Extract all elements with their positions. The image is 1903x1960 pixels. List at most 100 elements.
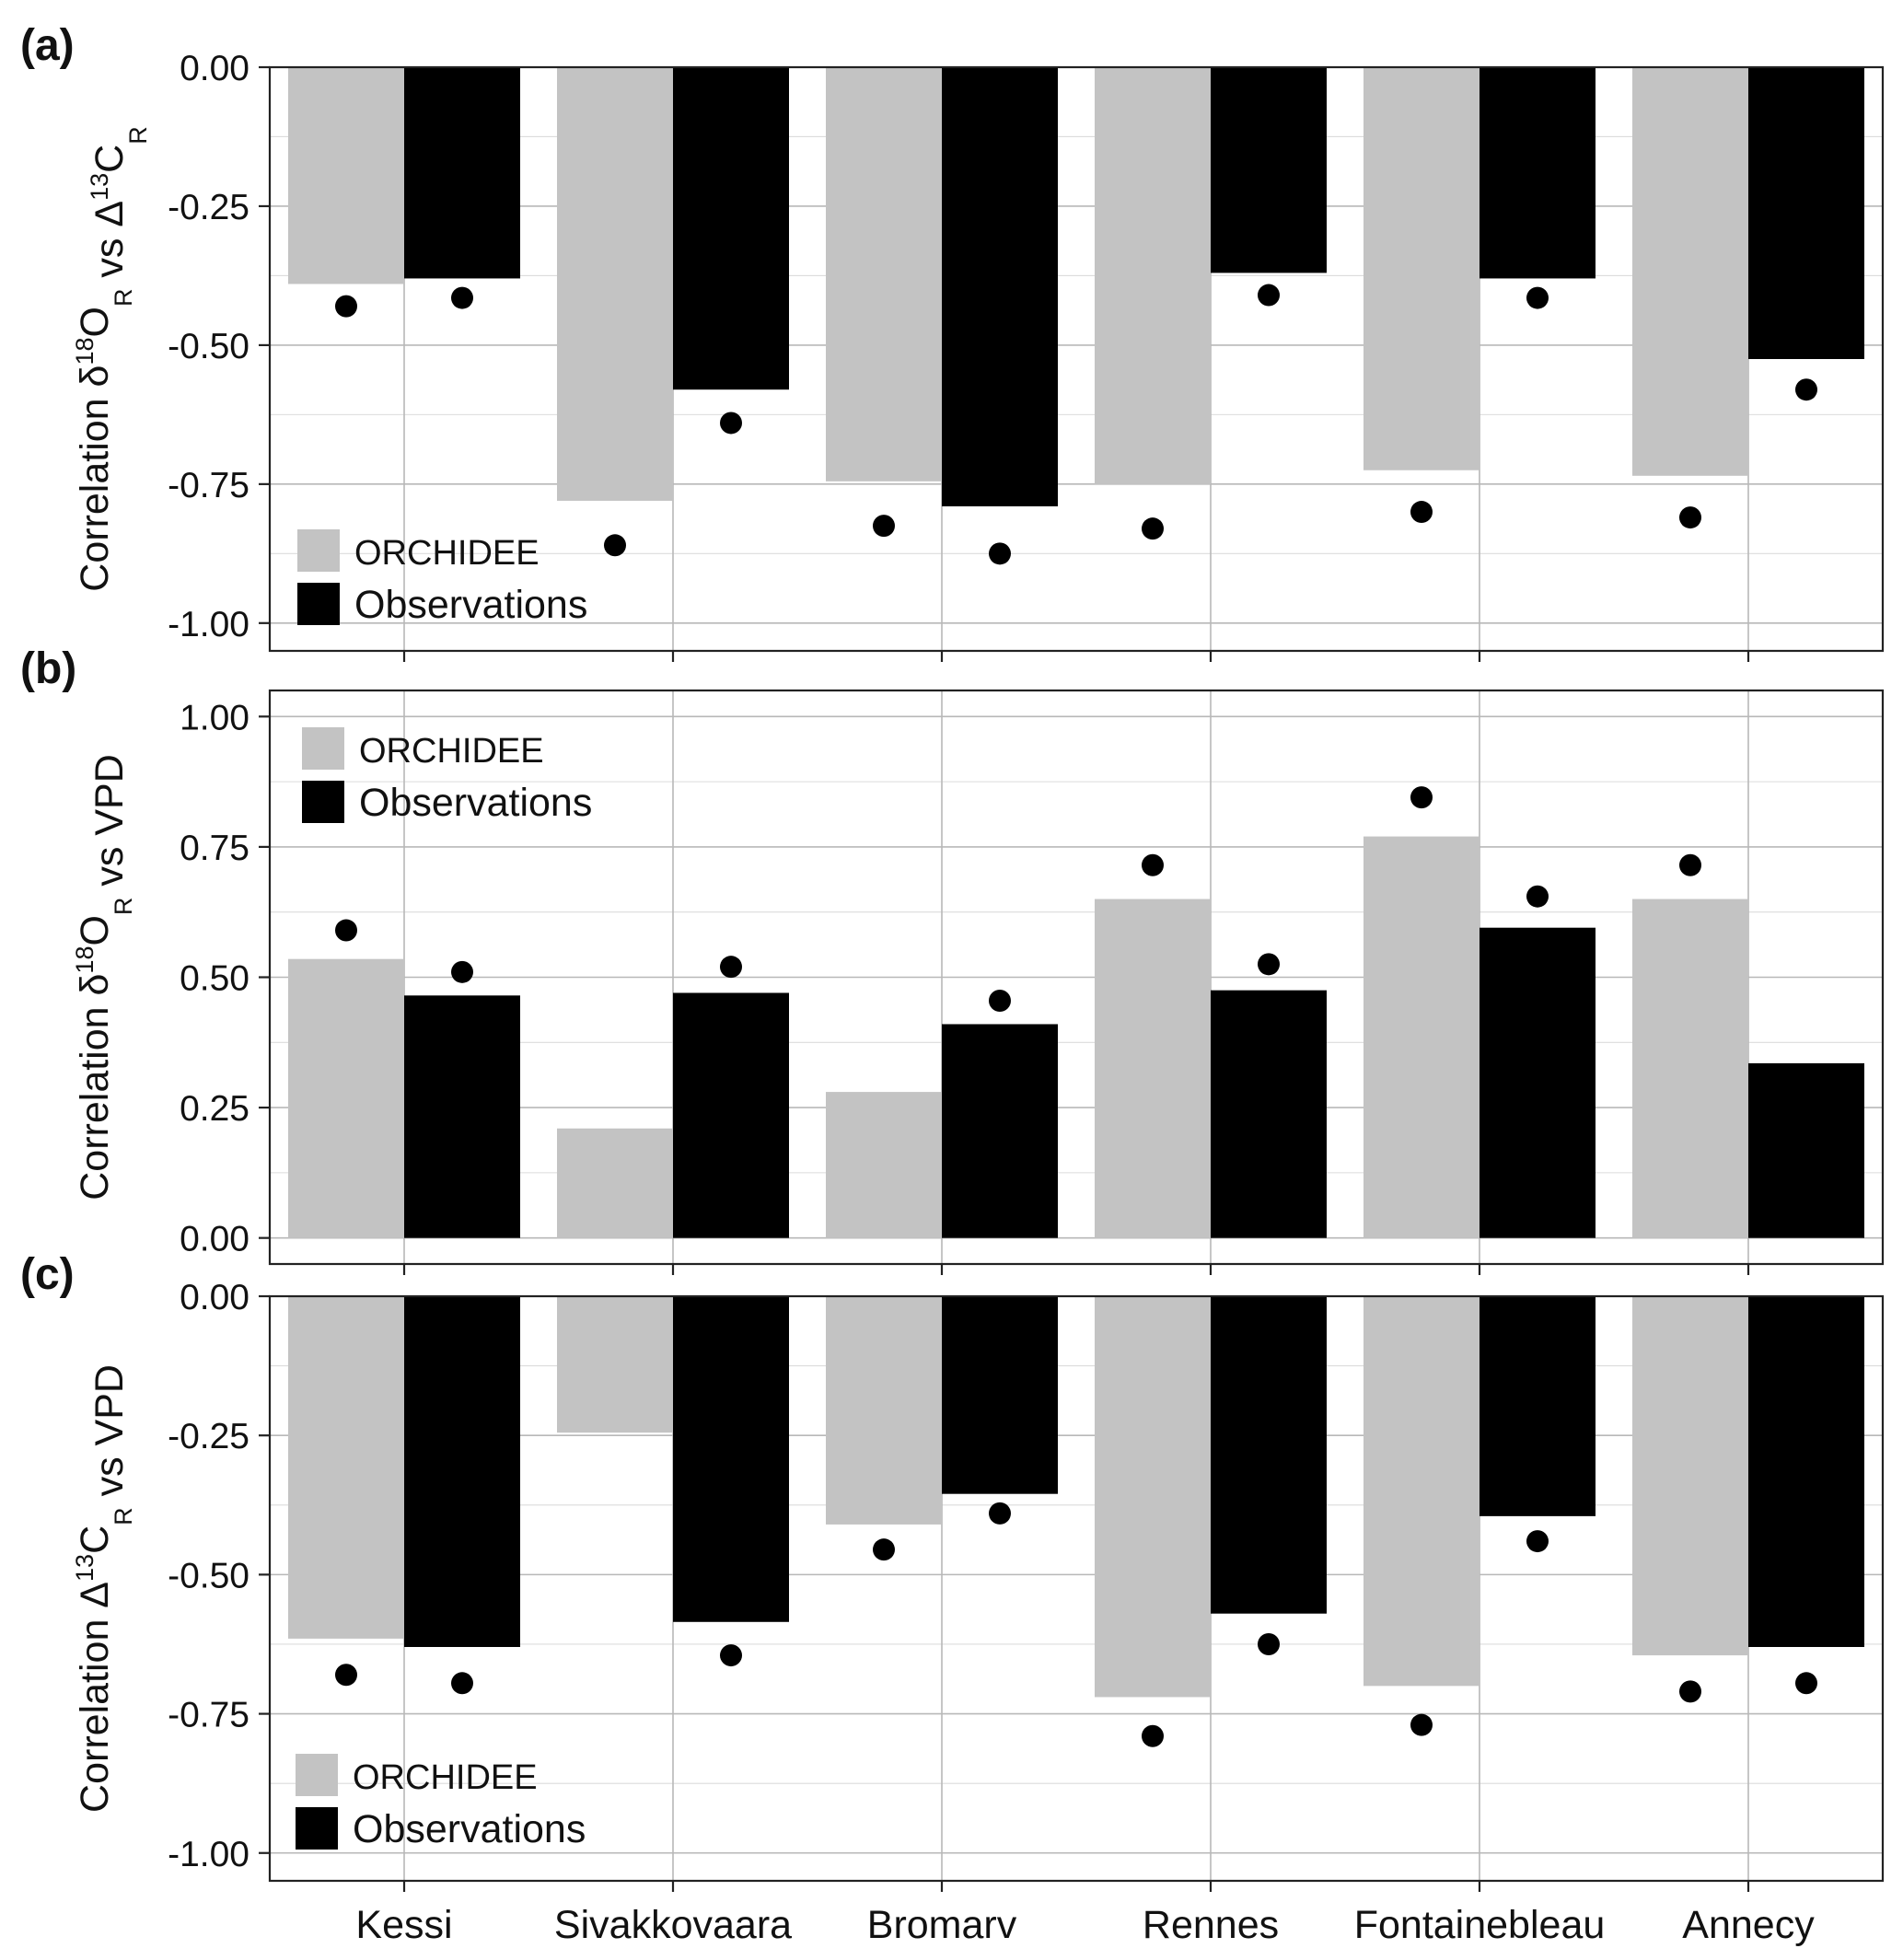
y-tick-label: -0.75 [168,466,249,505]
y-tick-label: -0.25 [168,1417,249,1456]
y-tick-label: -0.75 [168,1696,249,1735]
panel-label: (b) [20,644,76,693]
legend-swatch-orchidee [296,1754,338,1796]
plot-frame [268,1294,1885,1883]
legend-label-orchidee: ORCHIDEE [354,534,540,573]
point-observations-fontainebleau [1526,286,1549,309]
point-observations-sivakkovaara [720,956,742,979]
x-category-label: Bromarv [867,1903,1017,1947]
point-orchidee-sivakkovaara [604,534,626,557]
point-orchidee-kessi [335,295,357,318]
bar-orchidee-kessi [288,67,404,284]
x-category-label: Rennes [1143,1903,1279,1947]
point-observations-kessi [451,286,473,309]
point-orchidee-rennes [1142,853,1164,876]
bar-observations-rennes [1211,1296,1327,1614]
legend-swatch-observations [297,583,340,625]
point-orchidee-bromarv [873,515,895,538]
y-tick-label: -1.00 [168,605,249,644]
point-orchidee-fontainebleau [1410,1713,1433,1736]
point-orchidee-annecy [1679,506,1701,529]
point-observations-annecy [1795,378,1817,401]
point-observations-rennes [1258,953,1280,976]
bar-orchidee-sivakkovaara [557,1128,673,1238]
legend-label-observations: Observations [353,1807,586,1851]
legend-label-orchidee: ORCHIDEE [359,732,544,771]
y-tick-label: 1.00 [180,698,249,737]
point-orchidee-annecy [1679,853,1701,876]
bar-observations-bromarv [942,67,1058,507]
point-orchidee-fontainebleau [1410,501,1433,524]
point-observations-sivakkovaara [720,1644,742,1667]
bar-observations-fontainebleau [1479,1296,1596,1516]
point-orchidee-kessi [335,919,357,942]
point-orchidee-bromarv [873,1538,895,1561]
bar-orchidee-rennes [1095,1296,1211,1698]
bar-orchidee-sivakkovaara [557,67,673,501]
bar-orchidee-bromarv [826,67,942,481]
bar-orchidee-annecy [1632,1296,1748,1656]
y-tick-label: 0.00 [180,1220,249,1259]
bar-orchidee-sivakkovaara [557,1296,673,1433]
panel-1: 0.00 -0.25 -0.50 -0.75 -1.00 (a) Correlation δ… [20,21,1885,662]
bar-observations-annecy [1748,1296,1864,1647]
panel-label: (c) [20,1250,75,1299]
bar-observations-sivakkovaara [673,992,789,1238]
legend-label-observations: Observations [354,583,587,627]
point-observations-fontainebleau [1526,885,1549,908]
bar-observations-kessi [404,67,520,279]
y-tick-label: 0.75 [180,829,249,868]
bar-observations-annecy [1748,67,1864,359]
y-tick-label: 0.00 [180,49,249,88]
point-observations-bromarv [989,989,1011,1012]
x-category-label: Annecy [1682,1903,1815,1947]
bar-observations-kessi [404,995,520,1238]
bar-orchidee-rennes [1095,67,1211,484]
bar-orchidee-fontainebleau [1363,836,1479,1238]
point-observations-annecy [1795,1672,1817,1695]
legend-swatch-orchidee [302,727,344,770]
panel-2: 1.00 0.75 0.50 0.25 0.00 (b) Correlation δ18OR… [20,644,1885,1275]
bar-orchidee-bromarv [826,1092,942,1238]
bar-observations-rennes [1211,990,1327,1238]
y-axis-title: Correlation δ18OR vs Δ13CR [71,126,152,591]
bar-orchidee-kessi [288,958,404,1238]
point-observations-fontainebleau [1526,1530,1549,1553]
point-observations-kessi [451,1672,473,1695]
panel-label: (a) [20,21,75,70]
bar-observations-fontainebleau [1479,927,1596,1238]
plot-frame [268,65,1885,653]
bar-orchidee-kessi [288,1296,404,1639]
bar-orchidee-annecy [1632,899,1748,1238]
bar-observations-bromarv [942,1296,1058,1494]
bar-orchidee-fontainebleau [1363,67,1479,470]
legend-swatch-observations [296,1807,338,1850]
y-tick-label: -0.25 [168,188,249,227]
legend-label-orchidee: ORCHIDEE [353,1758,538,1797]
bar-orchidee-bromarv [826,1296,942,1525]
y-tick-label: 0.00 [180,1278,249,1317]
legend-swatch-orchidee [297,529,340,572]
bar-observations-bromarv [942,1024,1058,1238]
bar-observations-annecy [1748,1062,1864,1238]
legend-swatch-observations [302,781,344,823]
bar-observations-sivakkovaara [673,1296,789,1622]
y-axis-title: Correlation Δ13CR vs VPD [71,1364,137,1813]
point-orchidee-rennes [1142,1724,1164,1747]
y-tick-label: 0.50 [180,959,249,999]
x-category-label: Kessi [355,1903,452,1947]
point-orchidee-fontainebleau [1410,786,1433,809]
point-observations-sivakkovaara [720,412,742,435]
bar-orchidee-rennes [1095,899,1211,1238]
bar-orchidee-fontainebleau [1363,1296,1479,1687]
y-tick-label: 0.25 [180,1089,249,1129]
point-orchidee-kessi [335,1664,357,1687]
panel-3: 0.00 -0.25 -0.50 -0.75 -1.00 (c) Correlation Δ… [20,1250,1885,1892]
point-observations-bromarv [989,542,1011,565]
y-tick-label: -0.50 [168,327,249,366]
bar-observations-rennes [1211,67,1327,273]
bar-observations-sivakkovaara [673,67,789,390]
x-category-label: Sivakkovaara [554,1903,792,1947]
x-category-label: Fontainebleau [1354,1903,1606,1947]
